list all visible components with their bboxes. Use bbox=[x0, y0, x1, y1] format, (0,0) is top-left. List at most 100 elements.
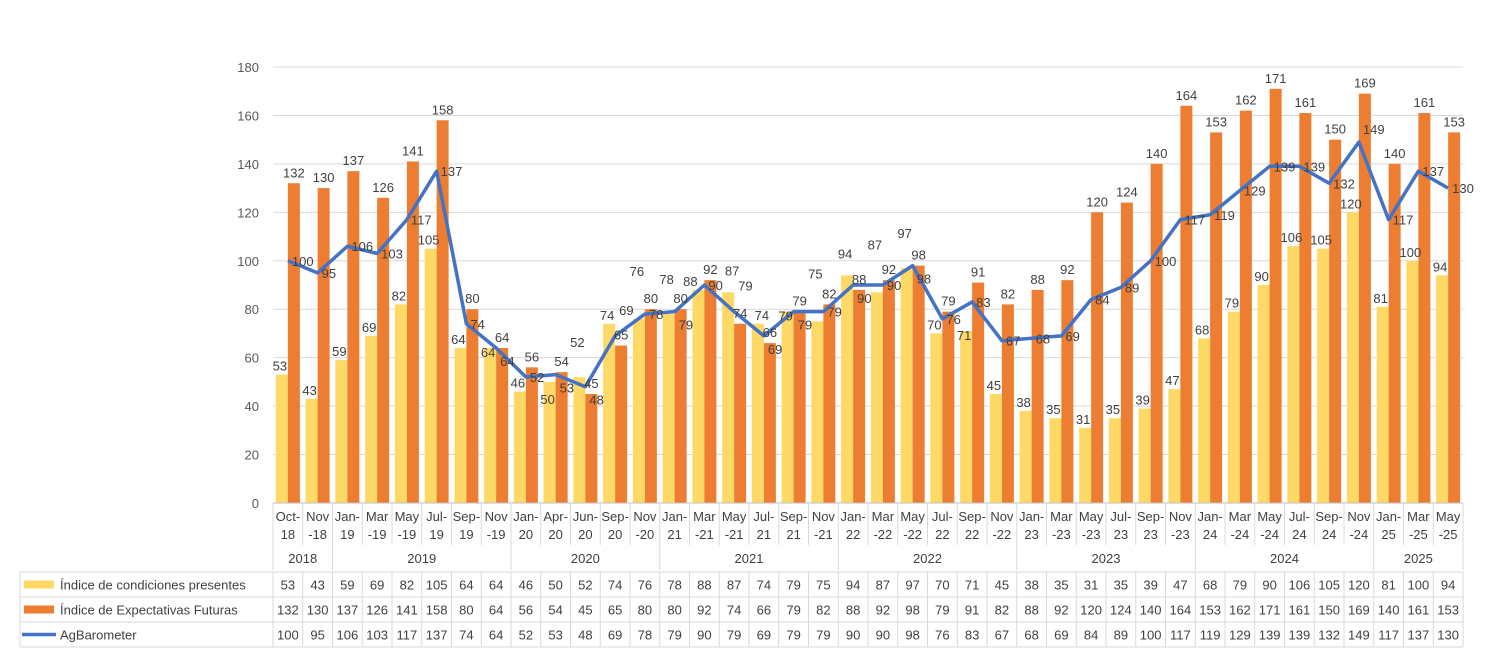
table-cell: 97 bbox=[905, 578, 919, 593]
category-label: Nov bbox=[306, 509, 330, 524]
category-label: Sep- bbox=[1137, 509, 1164, 524]
data-label-future: 169 bbox=[1354, 76, 1376, 91]
category-label: Sep- bbox=[1315, 509, 1342, 524]
category-label: 22 bbox=[846, 527, 860, 542]
data-label-future: 153 bbox=[1443, 114, 1465, 129]
table-cell: 56 bbox=[519, 603, 533, 618]
table-cell: 64 bbox=[459, 578, 473, 593]
table-cell: 153 bbox=[1437, 603, 1459, 618]
table-cell: 117 bbox=[397, 628, 418, 643]
table-cell: 92 bbox=[1054, 603, 1068, 618]
category-label: Oct- bbox=[276, 509, 301, 524]
legend-swatch bbox=[24, 605, 54, 614]
table-cell: 140 bbox=[1140, 603, 1162, 618]
bar-future bbox=[1329, 139, 1342, 503]
category-label: 22 bbox=[965, 527, 979, 542]
data-label-agbarometer: 67 bbox=[1006, 334, 1020, 349]
data-label-future: 92 bbox=[1060, 262, 1074, 277]
data-label-agbarometer: 139 bbox=[1303, 159, 1325, 174]
table-cell: 98 bbox=[905, 603, 919, 618]
data-label-future: 158 bbox=[432, 102, 454, 117]
table-cell: 87 bbox=[727, 578, 741, 593]
data-label-agbarometer: 90 bbox=[887, 278, 901, 293]
data-label-future: 54 bbox=[554, 354, 568, 369]
category-label: -22 bbox=[873, 527, 892, 542]
category-label: Apr- bbox=[543, 509, 568, 524]
table-cell: 69 bbox=[757, 628, 771, 643]
category-label: -25 bbox=[1409, 527, 1428, 542]
bar-present bbox=[543, 381, 556, 503]
table-cell: 79 bbox=[727, 628, 741, 643]
table-cell: 100 bbox=[1140, 628, 1162, 643]
data-label-present: 106 bbox=[1281, 230, 1303, 245]
category-label: -22 bbox=[903, 527, 922, 542]
data-label-future: 88 bbox=[852, 272, 866, 287]
table-cell: 94 bbox=[1441, 578, 1455, 593]
category-label: Sep- bbox=[453, 509, 480, 524]
category-label: 19 bbox=[429, 527, 443, 542]
data-label-present: 78 bbox=[659, 272, 673, 287]
table-cell: 70 bbox=[935, 578, 949, 593]
data-label-present: 105 bbox=[1310, 233, 1332, 248]
category-label: Mar bbox=[1407, 509, 1430, 524]
bar-present bbox=[1168, 389, 1181, 503]
bar-present bbox=[900, 268, 913, 503]
data-label-present: 76 bbox=[630, 264, 644, 279]
category-label: -20 bbox=[635, 527, 654, 542]
category-label: Jul- bbox=[753, 509, 774, 524]
bar-future bbox=[406, 161, 419, 503]
table-cell: 137 bbox=[337, 603, 359, 618]
category-label: Jul- bbox=[1110, 509, 1131, 524]
category-label: -23 bbox=[1082, 527, 1101, 542]
category-label: 25 bbox=[1381, 527, 1395, 542]
table-cell: 103 bbox=[366, 628, 388, 643]
data-label-agbarometer: 90 bbox=[708, 278, 722, 293]
bar-future bbox=[1180, 105, 1193, 503]
category-label: -24 bbox=[1349, 527, 1368, 542]
data-label-present: 74 bbox=[755, 308, 769, 323]
data-label-present: 53 bbox=[273, 359, 287, 374]
data-label-future: 140 bbox=[1384, 146, 1406, 161]
category-label: Jan- bbox=[662, 509, 687, 524]
data-label-present: 75 bbox=[808, 266, 822, 281]
table-cell: 75 bbox=[816, 578, 830, 593]
category-label: 21 bbox=[667, 527, 681, 542]
data-label-agbarometer: 79 bbox=[827, 305, 841, 320]
data-label-present: 105 bbox=[418, 233, 440, 248]
data-label-future: 82 bbox=[1001, 286, 1015, 301]
table-cell: 80 bbox=[667, 603, 681, 618]
table-cell: 161 bbox=[1408, 603, 1430, 618]
table-cell: 105 bbox=[426, 578, 448, 593]
bar-future bbox=[942, 311, 955, 503]
data-label-present: 71 bbox=[957, 328, 971, 343]
table-cell: 45 bbox=[995, 578, 1009, 593]
table-cell: 79 bbox=[786, 578, 800, 593]
table-cell: 90 bbox=[1262, 578, 1276, 593]
table-cell: 169 bbox=[1348, 603, 1370, 618]
data-label-present: 88 bbox=[683, 274, 697, 289]
data-label-future: 74 bbox=[733, 306, 747, 321]
table-cell: 45 bbox=[578, 603, 592, 618]
category-label: Sep- bbox=[958, 509, 985, 524]
data-label-agbarometer: 79 bbox=[738, 279, 752, 294]
data-label-future: 153 bbox=[1205, 114, 1227, 129]
data-label-agbarometer: 117 bbox=[411, 213, 432, 228]
category-label: 23 bbox=[1114, 527, 1128, 542]
data-label-present: 79 bbox=[778, 309, 792, 324]
table-cell: 100 bbox=[1408, 578, 1430, 593]
data-label-agbarometer: 100 bbox=[292, 254, 314, 269]
data-label-agbarometer: 68 bbox=[1036, 331, 1050, 346]
category-label: Mar bbox=[366, 509, 389, 524]
table-cell: 137 bbox=[426, 628, 448, 643]
table-cell: 90 bbox=[876, 628, 890, 643]
bar-present bbox=[960, 331, 973, 503]
category-label: Sep- bbox=[780, 509, 807, 524]
table-cell: 74 bbox=[608, 578, 622, 593]
table-cell: 84 bbox=[1084, 628, 1098, 643]
data-label-agbarometer: 98 bbox=[917, 272, 931, 287]
legend-label: Índice de condiciones presentes bbox=[60, 578, 246, 593]
data-label-future: 92 bbox=[703, 262, 717, 277]
data-label-present: 52 bbox=[570, 335, 584, 350]
table-cell: 95 bbox=[310, 628, 324, 643]
category-label: 20 bbox=[578, 527, 592, 542]
